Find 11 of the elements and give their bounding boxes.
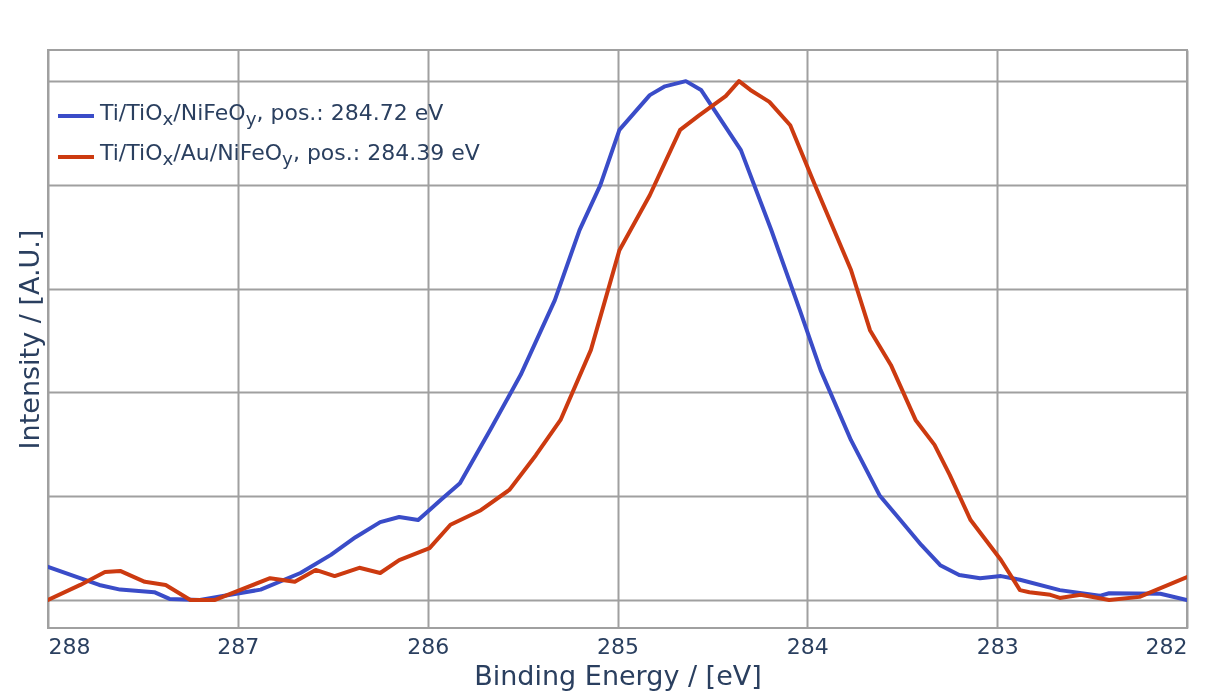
- x-tick-label: 288: [48, 633, 91, 659]
- x-tick-label: 284: [786, 633, 829, 659]
- x-tick-label: 287: [217, 633, 260, 659]
- y-axis-title: Intensity / [A.U.]: [13, 229, 45, 450]
- legend-label: Ti/TiO$_{x}$/NiFeO$_{y}$, pos.: 284.72 eV: [100, 99, 444, 132]
- x-tick-label: 282: [1145, 633, 1188, 659]
- x-tick-label: 285: [597, 633, 639, 659]
- x-tick-label: 283: [976, 633, 1019, 659]
- legend-label: Ti/TiO$_{x}$/Au/NiFeO$_{y}$, pos.: 284.39 eV: [100, 139, 480, 172]
- x-axis-title: Binding Energy / [eV]: [474, 659, 762, 691]
- x-tick-label: 286: [407, 633, 450, 659]
